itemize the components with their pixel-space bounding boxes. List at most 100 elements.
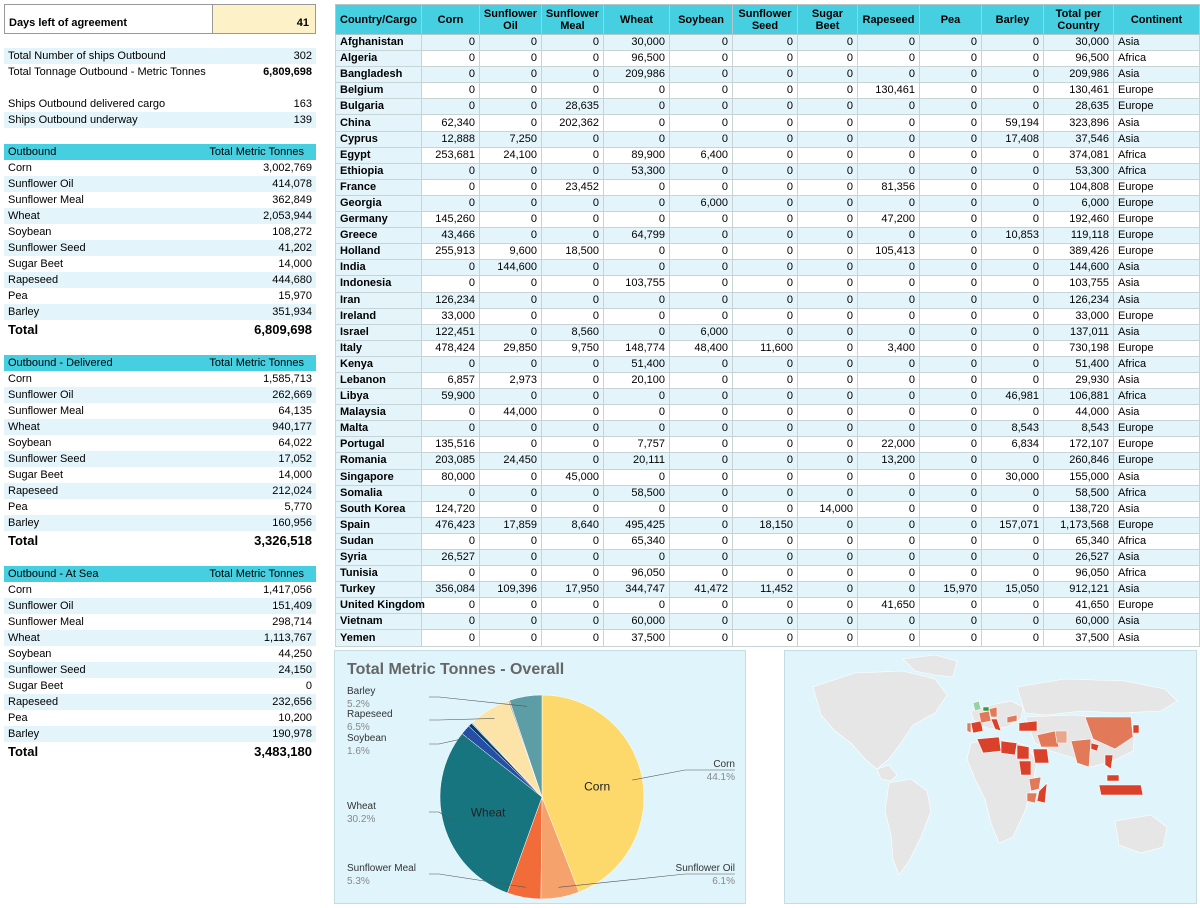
summary-1-value[interactable]: 6,809,698 <box>263 66 312 78</box>
tonnage-cell[interactable]: 89,900 <box>603 146 670 164</box>
tonnage-cell[interactable]: 0 <box>919 162 982 180</box>
tonnage-cell[interactable]: 0 <box>421 66 480 84</box>
continent-cell[interactable]: Europe <box>1113 339 1200 357</box>
country-china[interactable] <box>1084 716 1134 750</box>
column-header[interactable]: Continent <box>1113 4 1200 35</box>
tonnage-cell[interactable]: 0 <box>981 565 1044 583</box>
tonnage-cell[interactable]: 0 <box>981 629 1044 647</box>
continent-cell[interactable]: Europe <box>1113 597 1200 615</box>
tonnage-cell[interactable]: 33,000 <box>421 307 480 325</box>
tonnage-cell[interactable]: 0 <box>797 130 858 148</box>
tonnage-cell[interactable]: 0 <box>732 436 798 454</box>
continent-cell[interactable]: Africa <box>1113 50 1200 68</box>
tonnage-cell[interactable]: 0 <box>669 613 733 631</box>
tonnage-cell[interactable]: 0 <box>797 323 858 341</box>
tonnage-cell[interactable]: 0 <box>669 468 733 486</box>
continent-cell[interactable]: Asia <box>1113 33 1200 52</box>
tonnage-cell[interactable]: 344,747 <box>603 581 670 599</box>
tonnage-cell[interactable]: 0 <box>919 194 982 213</box>
tonnage-cell[interactable]: 103,755 <box>603 275 670 293</box>
tonnage-cell[interactable]: 0 <box>732 291 798 309</box>
tonnage-cell[interactable]: 0 <box>919 404 982 422</box>
tonnage-cell[interactable]: 0 <box>919 516 982 534</box>
delivered-item-value[interactable]: 1,585,713 <box>263 373 312 385</box>
tonnage-cell[interactable]: 0 <box>857 420 920 438</box>
tonnage-cell[interactable]: 0 <box>732 211 798 229</box>
tonnage-cell[interactable]: 0 <box>669 404 733 422</box>
tonnage-cell[interactable]: 8,543 <box>1043 420 1114 438</box>
tonnage-cell[interactable]: 495,425 <box>603 516 670 534</box>
tonnage-cell[interactable]: 60,000 <box>603 613 670 631</box>
tonnage-cell[interactable]: 0 <box>732 613 798 631</box>
tonnage-cell[interactable]: 148,774 <box>603 339 670 357</box>
tonnage-cell[interactable]: 0 <box>541 66 604 84</box>
tonnage-cell[interactable]: 8,560 <box>541 323 604 341</box>
column-header[interactable]: Rapeseed <box>857 4 920 35</box>
tonnage-cell[interactable]: 51,400 <box>1043 355 1114 373</box>
tonnage-cell[interactable]: 0 <box>857 114 920 132</box>
tonnage-cell[interactable]: 0 <box>541 420 604 438</box>
outbound-item-value[interactable]: 351,934 <box>272 306 312 318</box>
country-turkey[interactable] <box>1018 720 1038 732</box>
tonnage-cell[interactable]: 17,408 <box>981 130 1044 148</box>
tonnage-cell[interactable]: 0 <box>797 629 858 647</box>
tonnage-cell[interactable]: 0 <box>797 484 858 502</box>
tonnage-cell[interactable]: 2,973 <box>479 371 542 390</box>
tonnage-cell[interactable]: 0 <box>857 500 920 518</box>
tonnage-cell[interactable]: 8,543 <box>981 420 1044 438</box>
tonnage-cell[interactable]: 0 <box>479 194 542 213</box>
tonnage-cell[interactable]: 0 <box>669 291 733 309</box>
tonnage-cell[interactable]: 0 <box>919 227 982 245</box>
tonnage-cell[interactable]: 209,986 <box>1043 66 1114 84</box>
tonnage-cell[interactable]: 96,500 <box>603 50 670 68</box>
tonnage-cell[interactable]: 0 <box>981 146 1044 164</box>
continent-cell[interactable]: Asia <box>1113 581 1200 599</box>
tonnage-cell[interactable]: 0 <box>669 178 733 196</box>
tonnage-cell[interactable]: 0 <box>919 178 982 196</box>
column-header[interactable]: Sunflower Oil <box>479 4 542 35</box>
tonnage-cell[interactable]: 0 <box>919 98 982 116</box>
tonnage-cell[interactable]: 253,681 <box>421 146 480 164</box>
continent-cell[interactable]: Africa <box>1113 484 1200 502</box>
tonnage-cell[interactable]: 0 <box>732 178 798 196</box>
tonnage-cell[interactable]: 41,650 <box>1043 597 1114 615</box>
tonnage-cell[interactable]: 0 <box>669 114 733 132</box>
tonnage-cell[interactable]: 0 <box>603 98 670 116</box>
tonnage-cell[interactable]: 0 <box>797 420 858 438</box>
tonnage-cell[interactable]: 0 <box>669 82 733 100</box>
tonnage-cell[interactable]: 0 <box>857 275 920 293</box>
tonnage-cell[interactable]: 11,600 <box>732 339 798 357</box>
tonnage-cell[interactable]: 7,757 <box>603 436 670 454</box>
tonnage-cell[interactable]: 0 <box>981 371 1044 390</box>
tonnage-cell[interactable]: 0 <box>857 516 920 534</box>
tonnage-cell[interactable]: 48,400 <box>669 339 733 357</box>
country-italy[interactable] <box>990 718 1002 732</box>
tonnage-cell[interactable]: 0 <box>541 436 604 454</box>
tonnage-cell[interactable]: 0 <box>669 162 733 180</box>
continent-cell[interactable]: Europe <box>1113 98 1200 116</box>
tonnage-cell[interactable]: 0 <box>479 436 542 454</box>
tonnage-cell[interactable]: 203,085 <box>421 452 480 470</box>
tonnage-cell[interactable]: 0 <box>919 130 982 148</box>
tonnage-cell[interactable]: 0 <box>603 259 670 277</box>
tonnage-cell[interactable]: 0 <box>479 532 542 551</box>
tonnage-cell[interactable]: 0 <box>669 371 733 390</box>
tonnage-cell[interactable]: 58,500 <box>1043 484 1114 502</box>
tonnage-cell[interactable]: 0 <box>981 339 1044 357</box>
tonnage-cell[interactable]: 9,600 <box>479 243 542 261</box>
tonnage-cell[interactable]: 0 <box>797 98 858 116</box>
tonnage-cell[interactable]: 96,050 <box>603 565 670 583</box>
tonnage-cell[interactable]: 0 <box>541 227 604 245</box>
continent-cell[interactable]: Europe <box>1113 436 1200 454</box>
tonnage-cell[interactable]: 0 <box>479 227 542 245</box>
tonnage-cell[interactable]: 0 <box>541 211 604 229</box>
continent-cell[interactable]: Africa <box>1113 146 1200 164</box>
tonnage-cell[interactable]: 0 <box>919 339 982 357</box>
tonnage-cell[interactable]: 0 <box>541 130 604 148</box>
tonnage-cell[interactable]: 0 <box>603 130 670 148</box>
tonnage-cell[interactable]: 0 <box>732 468 798 486</box>
tonnage-cell[interactable]: 0 <box>919 420 982 438</box>
tonnage-cell[interactable]: 0 <box>857 388 920 406</box>
tonnage-cell[interactable]: 0 <box>732 259 798 277</box>
tonnage-cell[interactable]: 157,071 <box>981 516 1044 534</box>
